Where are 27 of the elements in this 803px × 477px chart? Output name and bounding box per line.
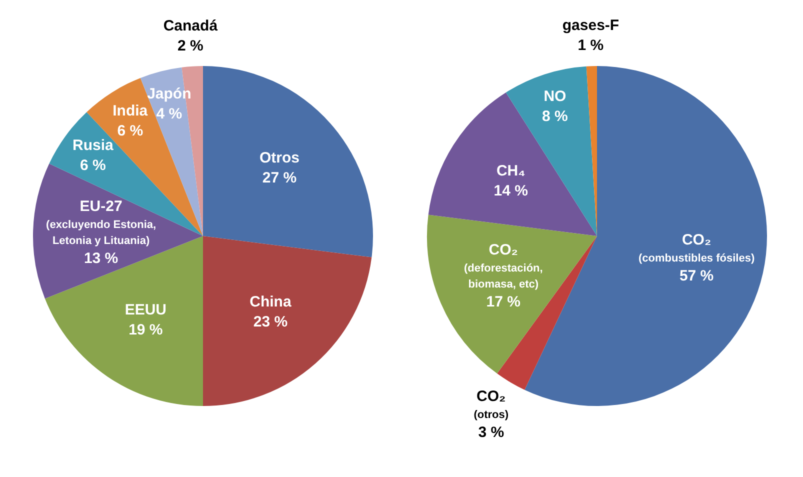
data-label: 3 % xyxy=(478,424,504,442)
data-label: 8 % xyxy=(542,108,568,125)
data-label: 23 % xyxy=(253,314,288,331)
data-label: 6 % xyxy=(80,157,106,174)
slice-label: CO₂ (deforestación, biomasa, etc) xyxy=(464,242,543,291)
data-label: 13 % xyxy=(84,250,118,267)
data-label: 27 % xyxy=(262,170,297,187)
slice-label: Rusia xyxy=(72,137,114,154)
data-label: 17 % xyxy=(486,294,520,311)
data-label: 14 % xyxy=(494,182,528,200)
slice-label: NO xyxy=(544,88,567,105)
data-label: 1 % xyxy=(578,37,604,54)
slice-label: EEUU xyxy=(124,302,167,319)
data-label: 19 % xyxy=(128,322,163,339)
data-label: 6 % xyxy=(117,122,144,140)
data-label: 2 % xyxy=(178,38,204,55)
slice-label: Otros xyxy=(260,150,300,167)
slice-label: CO₂ (combustibles fósiles) xyxy=(638,231,755,264)
slice-label: CO₂ (otros) xyxy=(474,388,509,422)
slice-label: India xyxy=(112,102,148,120)
slice-label: Canadá xyxy=(163,18,218,35)
slice-label: CH₄ xyxy=(496,162,526,180)
data-label: 4 % xyxy=(156,105,182,122)
slice-label: EU-27 (excluyendo Estonia, Letonia y Lituania) xyxy=(46,198,156,247)
data-label: 57 % xyxy=(679,267,714,284)
slice-label: China xyxy=(250,294,292,311)
slice-label: gases-F xyxy=(562,17,620,34)
